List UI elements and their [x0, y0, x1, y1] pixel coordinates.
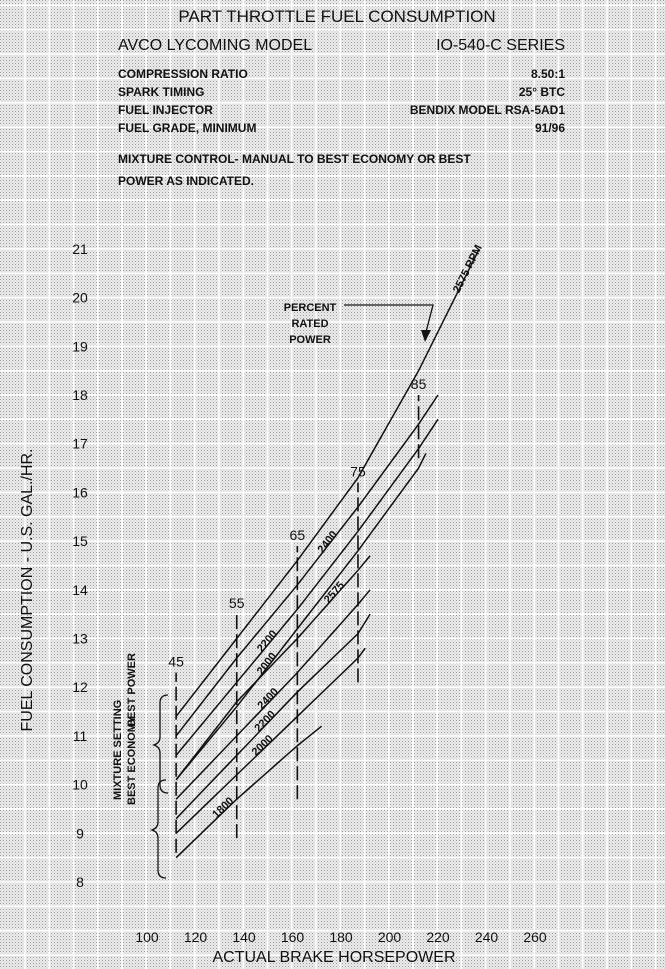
spec-value: BENDIX MODEL RSA-5AD1	[410, 103, 565, 117]
chart-title: PART THROTTLE FUEL CONSUMPTION	[178, 7, 495, 26]
best-economy-label: BEST ECONOMY	[126, 715, 138, 805]
model-series: IO-540-C SERIES	[436, 37, 565, 54]
spec-label: SPARK TIMING	[118, 85, 204, 99]
rated-power-label: 75	[350, 464, 366, 480]
rpm-curve	[175, 725, 323, 859]
rated-power-label: 65	[290, 527, 306, 543]
note-line: MIXTURE CONTROL- MANUAL TO BEST ECONOMY …	[118, 152, 471, 166]
rated-power-label: 45	[168, 654, 184, 670]
y-tick-label: 11	[73, 728, 88, 744]
y-tick-label: 14	[72, 582, 88, 598]
rpm-curve	[175, 394, 439, 737]
best-economy-bracket	[149, 779, 167, 879]
best-power-label: BEST POWER	[126, 653, 138, 727]
spec-value: 25° BTC	[519, 85, 565, 99]
y-tick-label: 8	[76, 874, 84, 890]
header: PART THROTTLE FUEL CONSUMPTION AVCO LYCO…	[118, 7, 565, 188]
y-tick-label: 13	[72, 631, 88, 647]
y-tick-label: 9	[76, 825, 84, 841]
y-tick-label: 15	[72, 533, 88, 549]
rpm-curve	[175, 555, 371, 781]
best-power-bracket	[151, 694, 169, 794]
rated-power-annotation: PERCENT RATED POWER	[284, 302, 434, 346]
x-tick-label: 100	[135, 929, 159, 945]
x-axis-label: ACTUAL BRAKE HORSEPOWER	[212, 949, 455, 966]
arrow-head-icon	[421, 330, 431, 342]
rated-power-label: 85	[411, 376, 427, 392]
mixture-setting: MIXTURE SETTING BEST ECONOMY BEST POWER	[112, 653, 169, 879]
note-line: POWER AS INDICATED.	[118, 174, 254, 188]
model-label: AVCO LYCOMING MODEL	[118, 37, 312, 54]
x-tick-label: 220	[426, 929, 450, 945]
rpm-curve	[175, 453, 427, 781]
x-tick-labels: 100 120 140 160 180 200 220 240 260	[135, 929, 547, 945]
x-tick-label: 200	[378, 929, 402, 945]
annotation-line: POWER	[289, 334, 331, 346]
spec-value: 8.50:1	[531, 67, 565, 81]
rpm-curve	[175, 248, 480, 717]
y-axis-label: FUEL CONSUMPTION - U.S. GAL./HR.	[19, 449, 36, 732]
annotation-line: PERCENT	[284, 302, 337, 314]
x-tick-label: 260	[523, 929, 547, 945]
y-tick-label: 21	[72, 241, 88, 257]
x-tick-label: 240	[475, 929, 499, 945]
spec-value: 91/96	[535, 121, 565, 135]
annotation-leader	[344, 304, 434, 333]
spec-label: FUEL GRADE, MINIMUM	[118, 121, 256, 135]
spec-label: COMPRESSION RATIO	[118, 67, 248, 81]
annotation-line: RATED	[291, 318, 328, 330]
x-tick-label: 160	[281, 929, 305, 945]
y-tick-label: 18	[72, 387, 88, 403]
y-tick-label: 16	[72, 484, 88, 500]
rpm-curve	[175, 613, 371, 820]
spec-label: FUEL INJECTOR	[118, 103, 213, 117]
rated-power-label: 55	[229, 595, 245, 611]
y-tick-labels: 8 9 10 11 12 13 14 15 16 17 18 19 20 21	[72, 241, 88, 890]
x-tick-label: 120	[184, 929, 208, 945]
x-tick-label: 140	[232, 929, 256, 945]
y-tick-label: 19	[72, 338, 88, 354]
y-tick-label: 12	[72, 679, 88, 695]
rpm-curve	[175, 647, 366, 834]
rpm-curve	[175, 589, 371, 800]
y-tick-label: 17	[72, 436, 88, 452]
y-tick-label: 10	[72, 777, 88, 793]
rpm-curve	[175, 418, 439, 756]
y-tick-label: 20	[72, 290, 88, 306]
x-tick-label: 180	[329, 929, 353, 945]
mixture-setting-title: MIXTURE SETTING	[112, 700, 124, 800]
